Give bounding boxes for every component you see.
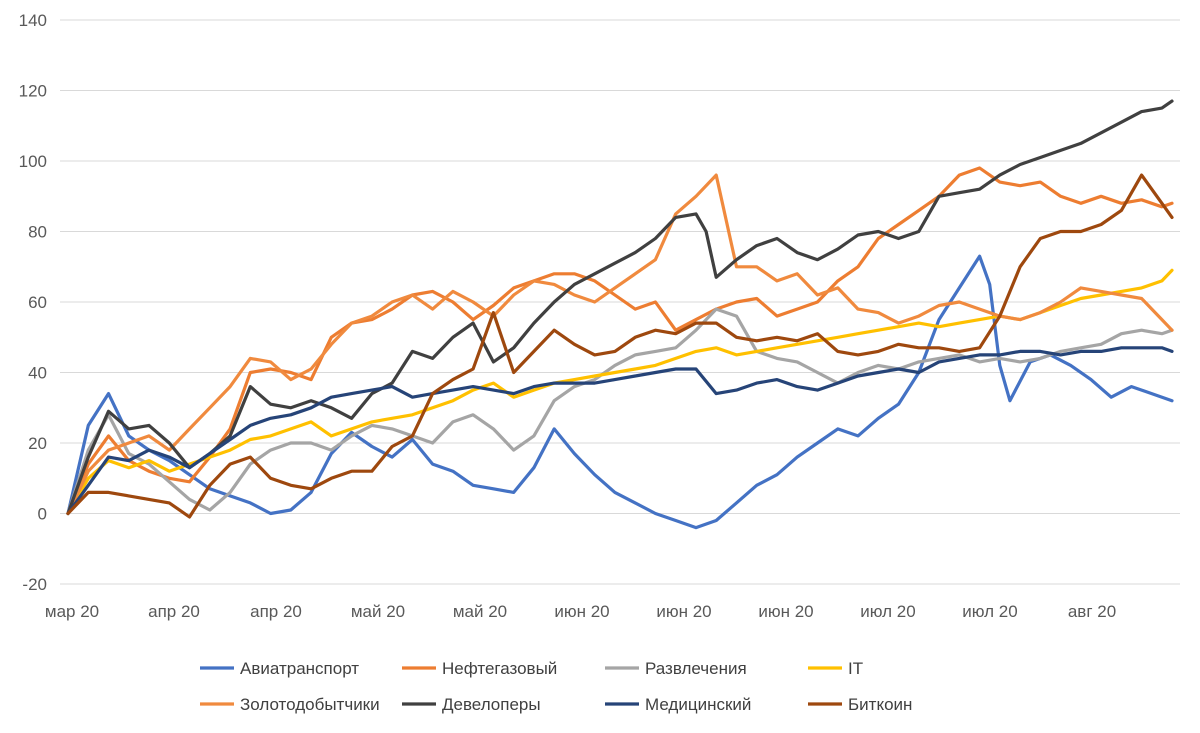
x-tick-label: июн 20	[656, 602, 711, 621]
y-tick-label: 140	[19, 11, 47, 30]
legend-label: Развлечения	[645, 659, 747, 678]
y-tick-label: 20	[28, 434, 47, 453]
series-line-2	[68, 309, 1172, 513]
x-tick-label: июн 20	[554, 602, 609, 621]
y-tick-label: 80	[28, 223, 47, 242]
legend-label: Золотодобытчики	[240, 695, 380, 714]
y-tick-label: 120	[19, 82, 47, 101]
legend-label: Авиатранспорт	[240, 659, 359, 678]
legend-label: Девелоперы	[442, 695, 541, 714]
legend-label: IT	[848, 659, 863, 678]
x-tick-label: май 20	[351, 602, 405, 621]
x-tick-label: мар 20	[45, 602, 99, 621]
x-axis-tick-labels: мар 20 апр 20 апр 20 май 20 май 20 июн 20 июн …	[45, 602, 1116, 621]
y-tick-label: 40	[28, 364, 47, 383]
y-axis-tick-labels: -20 0 20 40 60 80 100 120 140	[19, 11, 47, 594]
legend-label: Медицинский	[645, 695, 751, 714]
series-line-7	[68, 175, 1172, 517]
x-tick-label: май 20	[453, 602, 507, 621]
series-line-5	[68, 101, 1172, 513]
x-tick-label: апр 20	[148, 602, 200, 621]
series-lines	[68, 101, 1172, 527]
x-tick-label: июн 20	[758, 602, 813, 621]
y-tick-label: 100	[19, 152, 47, 171]
y-tick-label: -20	[22, 575, 47, 594]
x-tick-label: авг 20	[1068, 602, 1116, 621]
x-tick-label: апр 20	[250, 602, 302, 621]
y-tick-label: 0	[38, 505, 47, 524]
legend-label: Нефтегазовый	[442, 659, 557, 678]
x-tick-label: июл 20	[962, 602, 1017, 621]
y-tick-label: 60	[28, 293, 47, 312]
x-tick-label: июл 20	[860, 602, 915, 621]
gridlines	[60, 20, 1180, 584]
legend-label: Биткоин	[848, 695, 912, 714]
legend: Авиатранспорт Нефтегазовый Развлечения IT Зо…	[200, 659, 912, 714]
